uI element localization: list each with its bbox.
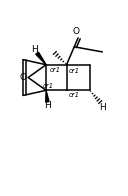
Text: O: O <box>20 73 26 82</box>
Text: or1: or1 <box>42 83 53 89</box>
Text: H: H <box>44 101 51 110</box>
Text: or1: or1 <box>69 68 80 74</box>
Polygon shape <box>36 52 46 65</box>
Text: H: H <box>31 45 38 54</box>
Text: or1: or1 <box>69 93 80 98</box>
Text: or1: or1 <box>50 67 61 73</box>
Polygon shape <box>46 90 49 102</box>
Text: H: H <box>99 103 106 112</box>
Text: O: O <box>72 27 79 36</box>
